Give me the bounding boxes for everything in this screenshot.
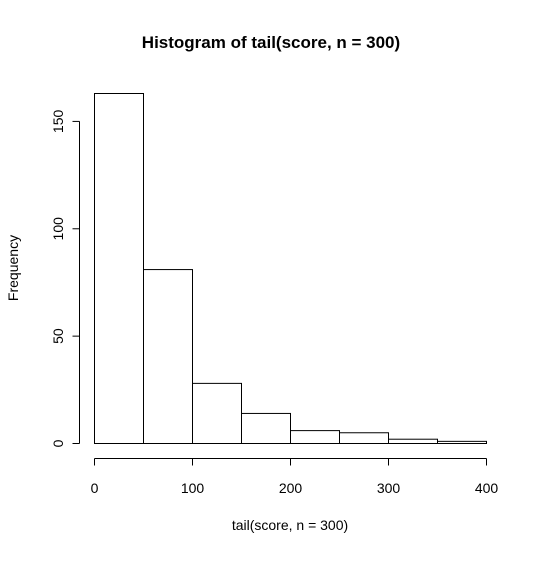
- y-axis-ticks: 0 50 100 150: [50, 110, 80, 447]
- chart-title: Histogram of tail(score, n = 300): [142, 33, 400, 52]
- x-tick-label-300: 300: [377, 480, 401, 496]
- x-tick-label-0: 0: [91, 480, 99, 496]
- histogram-bar-200-250: [290, 430, 340, 445]
- x-tick-label-200: 200: [279, 480, 303, 496]
- x-axis-label: tail(score, n = 300): [232, 517, 348, 533]
- x-tick-label-100: 100: [181, 480, 205, 496]
- histogram-bar-50-100: [143, 269, 193, 444]
- histogram-bar-350-400: [437, 440, 487, 444]
- y-tick-label-150: 150: [50, 110, 66, 134]
- y-axis-label: Frequency: [5, 235, 21, 301]
- y-tick-label-100: 100: [50, 217, 66, 241]
- bars-group: [94, 93, 487, 445]
- histogram-bar-0-50: [94, 93, 144, 444]
- x-tick-label-400: 400: [475, 480, 499, 496]
- histogram-bar-300-350: [388, 438, 438, 445]
- x-axis-ticks: 0 100 200 300 400: [91, 458, 499, 496]
- y-tick-label-0: 0: [50, 439, 66, 447]
- histogram-bar-100-150: [192, 382, 242, 444]
- histogram-bar-250-300: [339, 432, 389, 444]
- histogram-bar-150-200: [241, 412, 291, 445]
- y-tick-label-50: 50: [50, 328, 66, 344]
